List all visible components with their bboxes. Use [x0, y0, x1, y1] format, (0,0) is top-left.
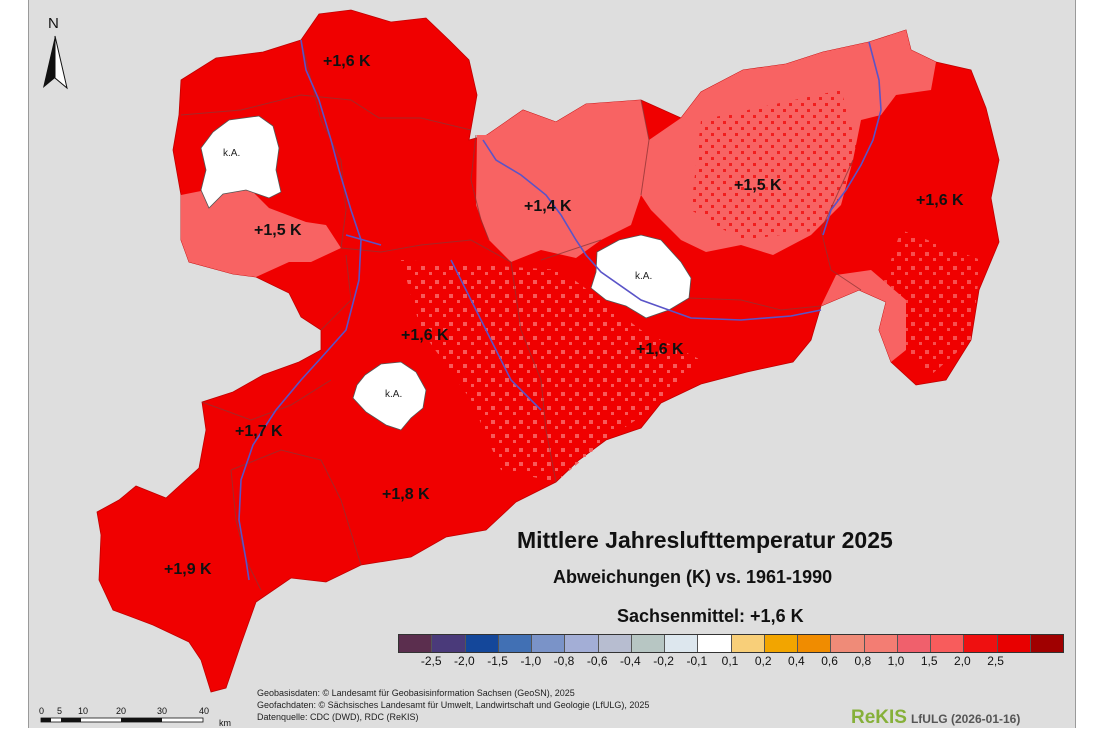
legend-swatch: [498, 635, 532, 652]
legend-swatch: [532, 635, 566, 652]
legend-swatch: [698, 635, 732, 652]
rekis-brand: ReKIS: [851, 707, 907, 728]
legend-ticks: -2,5 -2,0 -1,5 -1,0 -0,8 -0,6 -0,4 -0,2 -0,1 0,1 0…: [398, 654, 1062, 670]
no-data-leipzig: [200, 115, 282, 209]
no-data-dresden: [590, 234, 692, 319]
legend-tick-label: 2,5: [987, 654, 1004, 668]
legend-tick-label: 0,6: [821, 654, 838, 668]
legend-tick-label: -2,5: [420, 654, 442, 668]
legend-tick-label: -0,4: [620, 654, 641, 668]
north-label: N: [48, 15, 59, 32]
legend-swatch: [931, 635, 965, 652]
legend-swatch: [731, 635, 765, 652]
region-label-meissen: +1,4 K: [524, 198, 572, 215]
svg-text:10: 10: [78, 706, 88, 716]
region-label-goerlitz: +1,6 K: [916, 192, 964, 209]
region-label-vogtland: +1,9 K: [164, 561, 212, 578]
legend-swatch: [565, 635, 599, 652]
rivers: [238, 39, 882, 581]
region-label-erzgebirge: +1,8 K: [382, 486, 430, 503]
legend-swatch: [964, 635, 998, 652]
svg-text:40: 40: [199, 706, 209, 716]
no-data-label: k.A.: [385, 389, 402, 400]
svg-text:km: km: [219, 718, 231, 728]
rekis-logo: ReKIS LfULG (2026-01-16): [851, 707, 1020, 728]
no-data-chemnitz: [352, 361, 427, 431]
legend-tick-label: 0,8: [854, 654, 872, 668]
region-label-nordsachsen: +1,6 K: [323, 53, 371, 70]
legend-swatch: [897, 635, 931, 652]
legend-tick-label: -0,6: [586, 654, 608, 668]
legend-tick-label: 1,0: [887, 654, 905, 668]
legend-tick-label: -0,2: [653, 654, 674, 668]
rekis-suffix: LfULG (2026-01-16): [910, 712, 1021, 726]
state-mean: Sachsenmittel: +1,6 K: [617, 606, 804, 626]
legend-tick-label: -1,5: [487, 654, 508, 668]
region-label-mittelsachsen: +1,6 K: [401, 327, 449, 344]
district-borders: [180, 39, 862, 591]
no-data-label: k.A.: [635, 271, 652, 282]
legend-tick-label: 2,0: [954, 654, 971, 668]
legend-swatch: [665, 635, 699, 652]
no-data-label: k.A.: [223, 148, 240, 159]
legend-swatch: [764, 635, 798, 652]
legend-swatch: [465, 635, 499, 652]
svg-text:30: 30: [157, 706, 167, 716]
credits: Geobasisdaten: © Landesamt für Geobasisi…: [257, 687, 649, 723]
legend-tick-label: -0,1: [686, 654, 708, 668]
legend-swatch: [1030, 635, 1063, 652]
legend-swatch: [432, 635, 466, 652]
legend-tick-label: 1,5: [920, 654, 938, 668]
map-subtitle: Abweichungen (K) vs. 1961-1990: [553, 567, 833, 587]
legend-swatch: [631, 635, 665, 652]
saxony-map: +1,6 K +1,5 K +1,4 K +1,5 K +1,6 K +1,6 …: [96, 9, 1000, 693]
credit-line-geobasis: Geobasisdaten: © Landesamt für Geobasisi…: [257, 688, 575, 698]
svg-text:5: 5: [57, 706, 62, 716]
legend-swatch: [798, 635, 832, 652]
region-meissen-light: [476, 100, 649, 262]
legend-swatch: [997, 635, 1031, 652]
credit-line-source: Datenquelle: CDC (DWD), RDC (ReKIS): [257, 712, 419, 722]
legend-tick-label: -1,0: [520, 654, 542, 668]
region-label-bautzen: +1,5 K: [734, 177, 782, 194]
credit-line-geofach: Geofachdaten: © Sächsisches Landesamt fü…: [257, 700, 650, 710]
region-label-zwickau: +1,7 K: [235, 423, 283, 440]
region-label-leipzig-west: +1,5 K: [254, 222, 302, 239]
region-label-saechsische-schweiz: +1,6 K: [636, 341, 684, 358]
legend-tick-label: -0,8: [553, 654, 575, 668]
map-title: Mittlere Jahreslufttemperatur 2025: [517, 527, 893, 553]
legend-tick-label: -2,0: [454, 654, 475, 668]
legend-swatch: [831, 635, 865, 652]
region-leipzig-light: [181, 188, 341, 277]
legend-swatch: [399, 635, 433, 652]
legend-tick-label: 0,4: [788, 654, 805, 668]
map-frame: +1,6 K +1,5 K +1,4 K +1,5 K +1,6 K +1,6 …: [28, 0, 1076, 728]
legend-swatch: [864, 635, 898, 652]
legend-tick-label: 0,1: [721, 654, 739, 668]
svg-text:20: 20: [116, 706, 126, 716]
legend-swatch: [598, 635, 632, 652]
svg-text:0: 0: [39, 706, 44, 716]
legend-tick-label: 0,2: [754, 654, 772, 668]
color-legend: [398, 634, 1064, 653]
